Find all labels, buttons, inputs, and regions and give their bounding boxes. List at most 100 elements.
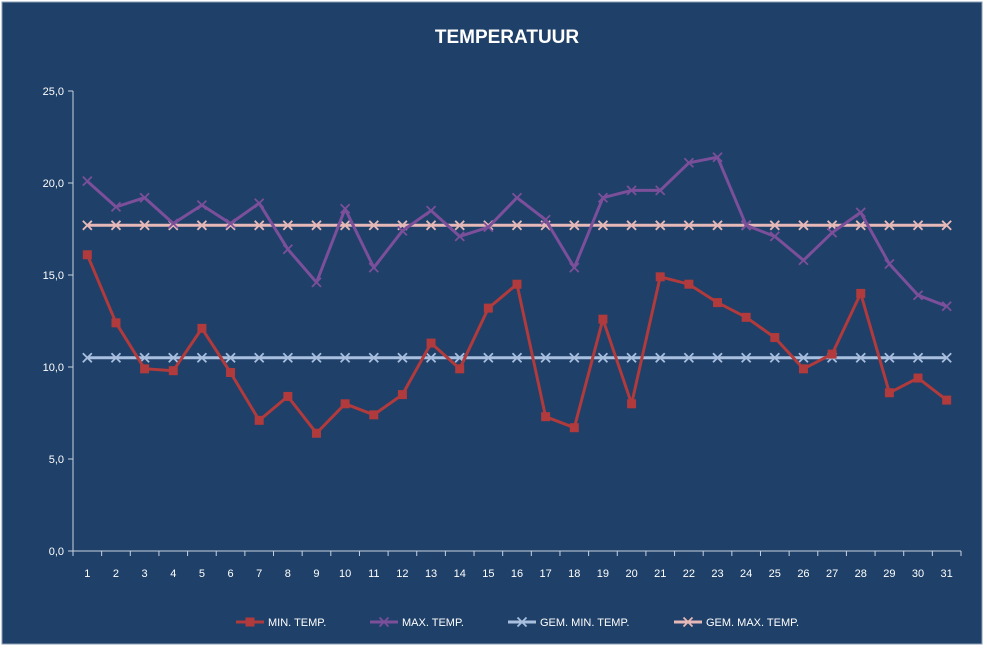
data-point [454,231,465,242]
x-tick-label: 26 [797,568,809,580]
data-point [941,301,952,312]
data-point [884,388,894,398]
data-point [139,220,150,231]
data-point [139,192,150,203]
x-tick-label: 12 [396,568,408,580]
data-point [569,423,579,433]
marker-stroke [683,157,695,168]
marker-stroke [225,352,236,363]
marker-stroke [741,220,752,231]
data-point [168,352,179,363]
legend-item: GEM. MAX. TEMP. [674,616,799,629]
x-tick-label: 16 [511,568,523,580]
data-point [311,277,322,288]
marker-stroke [597,220,609,231]
series-group [82,152,952,438]
marker-stroke [368,262,379,273]
marker-stroke [454,231,465,242]
x-tick-label: 14 [454,568,466,580]
data-point [826,220,838,231]
data-point [655,352,666,363]
data-point [626,352,637,363]
marker-stroke [196,352,208,363]
data-point [425,352,437,363]
marker-stroke [540,352,551,363]
marker-stroke [254,220,265,231]
data-point [254,352,265,363]
marker-stroke [769,352,780,363]
data-point [540,214,551,225]
y-tick-label: 25,0 [43,86,64,98]
data-point [139,352,150,363]
marker-stroke [225,218,236,229]
data-point [196,199,208,211]
data-point [225,218,236,229]
legend-swatch-marker [245,617,255,627]
data-point [110,201,122,213]
marker-stroke [454,220,465,231]
marker-stroke [941,352,952,363]
data-point [311,352,322,363]
data-point [627,399,637,409]
marker-stroke [311,277,322,288]
legend-item: GEM. MIN. TEMP. [508,616,629,629]
data-point [713,298,723,308]
series-gem-max-temp [82,220,952,231]
data-point [655,185,666,196]
data-point [311,220,322,231]
axes-group: 0,05,010,015,020,025,01 2 3 4 5 6 7 8 9 10 11 12 13 1… [43,86,962,580]
marker-stroke [626,185,637,196]
data-point [254,220,265,231]
y-tick-label: 15,0 [43,270,64,282]
x-tick-label: 20 [625,568,637,580]
legend: MIN. TEMP. MAX. TEMP. GEM. MIN. TEMP. GEM. … [236,616,799,629]
data-point [368,352,379,363]
x-tick-label: 29 [883,568,895,580]
x-tick-label: 31 [941,568,953,580]
data-point [741,352,752,363]
marker-stroke [769,231,780,242]
marker-stroke [597,352,609,363]
data-point [598,314,608,324]
data-point [483,222,494,233]
marker-stroke [110,352,122,363]
marker-stroke [282,220,293,231]
data-point [111,318,121,328]
marker-stroke [425,220,437,231]
data-point [941,220,952,231]
data-point [140,364,150,374]
data-point [626,220,637,231]
marker-stroke [168,352,179,363]
data-point [197,323,207,333]
x-tick-label: 30 [912,568,924,580]
series-min-temp [82,250,952,438]
data-point [455,364,465,374]
marker-stroke [569,220,580,231]
marker-stroke [626,352,637,363]
marker-stroke [798,255,809,266]
marker-stroke [339,352,351,363]
marker-stroke [397,225,408,236]
data-point [283,391,293,401]
marker-stroke [82,176,93,187]
marker-stroke [855,352,866,363]
data-point [884,352,895,363]
marker-stroke [826,227,838,238]
data-point [798,352,809,363]
data-point [426,338,436,348]
data-point [282,352,293,363]
marker-stroke [655,352,666,363]
data-point [912,352,924,363]
data-point [82,176,93,187]
marker-stroke [110,201,122,213]
marker-stroke [139,220,150,231]
legend-swatch-marker [516,616,528,628]
marker-stroke [168,218,179,229]
data-point [770,333,780,343]
marker-stroke [540,214,551,225]
data-point [339,203,351,214]
legend-swatch-marker [378,616,390,628]
marker-stroke [884,352,895,363]
